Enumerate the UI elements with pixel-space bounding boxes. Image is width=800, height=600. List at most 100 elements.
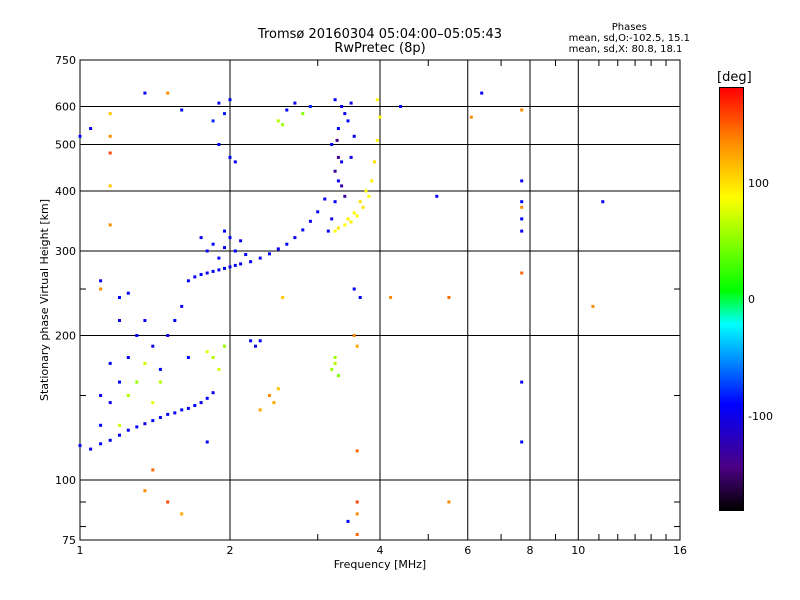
data-point <box>336 127 340 130</box>
data-point <box>118 423 121 427</box>
x-axis-label: Frequency [MHz] <box>334 558 426 571</box>
data-point <box>180 304 184 308</box>
data-point <box>349 101 353 105</box>
data-point <box>346 519 350 523</box>
data-point <box>78 444 82 447</box>
data-point <box>78 134 82 138</box>
data-point <box>233 249 237 253</box>
data-point <box>108 151 112 155</box>
data-point <box>447 296 451 299</box>
data-point <box>520 380 524 384</box>
data-point <box>285 108 289 112</box>
data-point <box>180 512 184 516</box>
data-point <box>276 247 280 251</box>
data-point <box>352 287 356 291</box>
data-point <box>389 296 393 299</box>
data-point <box>268 394 271 397</box>
y-axis-label: Stationary phase Virtual Height [km] <box>38 199 51 401</box>
data-point <box>340 105 344 108</box>
chart-subtitle: RwPretec (8p) <box>334 41 426 56</box>
colorbar-tick-minus100: -100 <box>748 410 773 423</box>
data-point <box>233 263 237 267</box>
data-point <box>143 319 147 322</box>
data-point <box>223 246 226 250</box>
colorbar-tick-100: 100 <box>748 177 769 190</box>
data-point <box>323 197 327 201</box>
data-point <box>308 219 312 223</box>
data-point <box>211 356 215 359</box>
data-point <box>108 223 112 227</box>
data-point <box>258 256 262 260</box>
data-point <box>186 356 190 359</box>
data-point <box>217 367 221 371</box>
y-tick-label: 75 <box>62 534 76 547</box>
data-point <box>108 112 112 116</box>
data-point <box>343 194 347 198</box>
x-tick-label: 4 <box>377 544 384 557</box>
y-tick-label: 400 <box>55 185 76 198</box>
data-point <box>166 500 170 504</box>
data-point <box>126 356 130 359</box>
data-point <box>355 533 359 536</box>
data-point <box>281 296 285 299</box>
data-point <box>108 401 112 405</box>
data-point <box>186 279 190 283</box>
data-point <box>223 266 226 270</box>
data-point <box>249 339 253 343</box>
phase-stats: Phases mean, sd,O:-102.5, 15.1 mean, sd,… <box>569 22 690 55</box>
x-tick-label: 8 <box>527 544 534 557</box>
data-point <box>228 155 232 159</box>
x-tick-label: 16 <box>673 544 687 557</box>
colorbar <box>719 87 744 511</box>
data-point <box>333 361 337 365</box>
data-point <box>272 401 276 405</box>
data-point <box>276 119 280 123</box>
data-point <box>520 271 524 275</box>
data-point <box>143 361 147 365</box>
data-point <box>143 422 147 426</box>
data-point <box>520 108 524 112</box>
data-point <box>151 468 155 472</box>
data-point <box>378 115 382 119</box>
data-point <box>336 179 340 183</box>
data-point <box>447 500 451 504</box>
data-point <box>285 242 289 246</box>
grid-lines <box>80 60 680 540</box>
data-point <box>239 262 243 266</box>
data-point <box>335 138 339 142</box>
data-point <box>373 160 376 164</box>
data-point <box>118 319 121 322</box>
data-point <box>281 123 285 127</box>
colorbar-unit: [deg] <box>717 70 752 85</box>
data-point <box>228 98 232 102</box>
data-point <box>355 512 359 516</box>
data-point <box>211 119 215 123</box>
data-point <box>520 205 524 209</box>
data-point <box>108 438 112 442</box>
y-tick-label: 750 <box>55 54 76 67</box>
data-point <box>211 391 215 395</box>
data-point <box>158 367 162 371</box>
data-point <box>340 160 344 164</box>
data-point <box>591 304 595 308</box>
data-point <box>89 447 93 451</box>
data-point <box>336 374 340 378</box>
phase-stats-o: mean, sd,O:-102.5, 15.1 <box>568 33 690 44</box>
y-tick-label: 100 <box>55 474 76 487</box>
data-point <box>199 236 203 240</box>
data-point <box>143 91 147 95</box>
data-point <box>126 394 130 397</box>
data-point <box>205 440 209 444</box>
data-point <box>239 239 243 243</box>
x-tick-label: 1 <box>77 544 84 557</box>
data-point <box>228 265 232 269</box>
data-point <box>89 127 93 130</box>
data-point <box>166 91 170 95</box>
data-point <box>217 268 221 272</box>
data-point <box>135 425 139 429</box>
data-point <box>173 411 177 415</box>
y-tick-label: 200 <box>55 330 76 343</box>
data-point <box>108 361 112 365</box>
phase-stats-x: mean, sd,X: 80.8, 18.1 <box>568 44 683 55</box>
data-point <box>211 269 215 273</box>
